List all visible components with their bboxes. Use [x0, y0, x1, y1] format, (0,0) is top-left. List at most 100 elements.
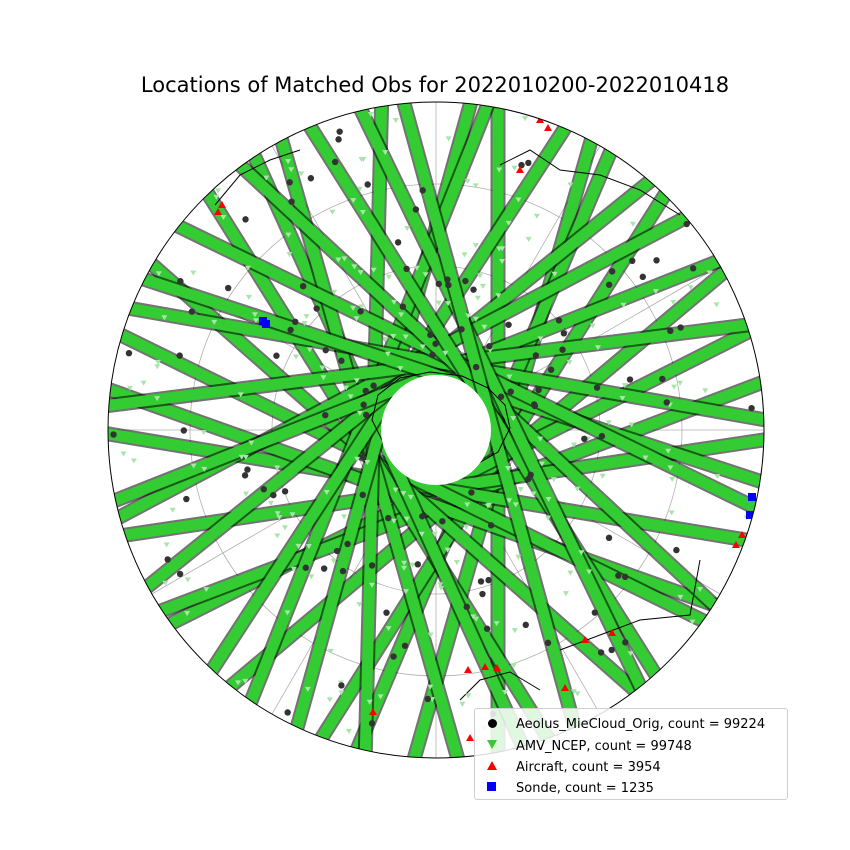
aircraft-point — [561, 684, 569, 691]
amv-point — [511, 165, 518, 171]
amv-point — [510, 416, 517, 422]
amv-point — [465, 313, 472, 319]
black-circle-marker-icon — [487, 718, 499, 730]
amv-point — [392, 118, 399, 124]
amv-point — [533, 213, 540, 219]
amv-point — [670, 299, 677, 305]
aeolus-point — [458, 326, 465, 333]
aeolus-point — [532, 352, 540, 359]
legend-label: AMV_NCEP, count = 99748 — [516, 738, 692, 754]
sonde-point — [262, 320, 270, 328]
amv-point — [594, 345, 601, 351]
amv-point — [162, 580, 169, 586]
amv-point — [382, 150, 389, 156]
amv-point — [476, 273, 483, 279]
aeolus-point — [401, 642, 409, 649]
amv-point — [570, 442, 577, 448]
legend-label: Aircraft, count = 3954 — [516, 759, 661, 775]
aeolus-point — [531, 401, 538, 408]
amv-point — [570, 689, 577, 695]
aeolus-point — [497, 393, 505, 400]
aircraft-point — [214, 208, 222, 215]
sonde-point — [746, 511, 754, 519]
aeolus-point — [273, 352, 280, 359]
amv-point — [496, 167, 503, 173]
amv-point — [642, 455, 649, 461]
amv-point — [517, 487, 524, 493]
amv-point — [370, 267, 377, 273]
amv-point — [550, 477, 557, 483]
amv-point — [289, 512, 296, 518]
amv-point — [472, 243, 479, 249]
amv-point — [418, 531, 425, 537]
amv-point — [525, 236, 532, 242]
amv-point — [155, 271, 162, 277]
aeolus-point — [241, 472, 249, 479]
aeolus-point — [559, 346, 566, 353]
amv-point — [263, 175, 270, 181]
aeolus-point — [339, 567, 347, 575]
amv-point — [368, 582, 375, 588]
amv-point — [385, 274, 392, 280]
amv-point — [422, 272, 429, 278]
aeolus-point — [394, 239, 402, 246]
amv-point — [238, 454, 245, 460]
aeolus-point — [399, 303, 407, 310]
amv-point — [267, 500, 274, 506]
aeolus-point — [368, 562, 376, 569]
aircraft-point — [516, 166, 524, 173]
amv-point — [281, 525, 288, 531]
amv-point — [401, 560, 408, 566]
aeolus-point — [333, 547, 341, 555]
aeolus-point — [748, 404, 755, 412]
aeolus-point — [560, 330, 568, 337]
aeolus-point — [639, 273, 647, 281]
amv-point — [306, 347, 313, 353]
aeolus-point — [608, 268, 616, 275]
aeolus-point — [525, 159, 532, 167]
aeolus-point — [322, 346, 329, 354]
aeolus-point — [427, 331, 434, 339]
amv-point — [620, 302, 627, 308]
aeolus-point — [547, 366, 555, 373]
amv-point — [499, 258, 506, 264]
amv-point — [154, 364, 161, 370]
aeolus-point — [621, 573, 629, 581]
legend-item-sonde: Sonde, count = 1235 — [487, 778, 654, 798]
aeolus-point — [626, 376, 634, 383]
amv-point — [505, 465, 512, 471]
aeolus-point — [462, 277, 469, 285]
amv-point — [706, 270, 713, 276]
amv-point — [286, 252, 293, 258]
amv-point — [545, 515, 552, 521]
amv-point — [320, 375, 327, 381]
aeolus-point — [629, 257, 636, 265]
amv-point — [343, 385, 350, 391]
amv-point — [402, 589, 409, 595]
amv-point — [515, 554, 522, 560]
aeolus-point — [485, 576, 492, 584]
amv-point — [293, 354, 300, 360]
amv-point — [714, 474, 721, 480]
amv-point — [201, 466, 208, 472]
amv-point — [506, 498, 513, 504]
amv-point — [470, 614, 477, 620]
aeolus-point — [555, 317, 563, 324]
amv-point — [404, 226, 411, 232]
amv-point — [495, 293, 502, 299]
aeolus-point — [403, 265, 410, 273]
aeolus-point — [331, 158, 339, 166]
amv-point — [350, 198, 357, 204]
amv-point — [621, 383, 628, 389]
amv-point — [574, 691, 581, 697]
amv-point — [274, 511, 281, 517]
amv-point — [566, 359, 573, 365]
legend: Aeolus_MieCloud_Orig, count = 99224 AMV_… — [474, 708, 788, 800]
amv-point — [538, 461, 545, 467]
amv-point — [627, 651, 634, 657]
amv-point — [350, 305, 357, 311]
aeolus-point — [470, 286, 477, 293]
amv-point — [248, 440, 255, 446]
amv-point — [463, 524, 470, 530]
